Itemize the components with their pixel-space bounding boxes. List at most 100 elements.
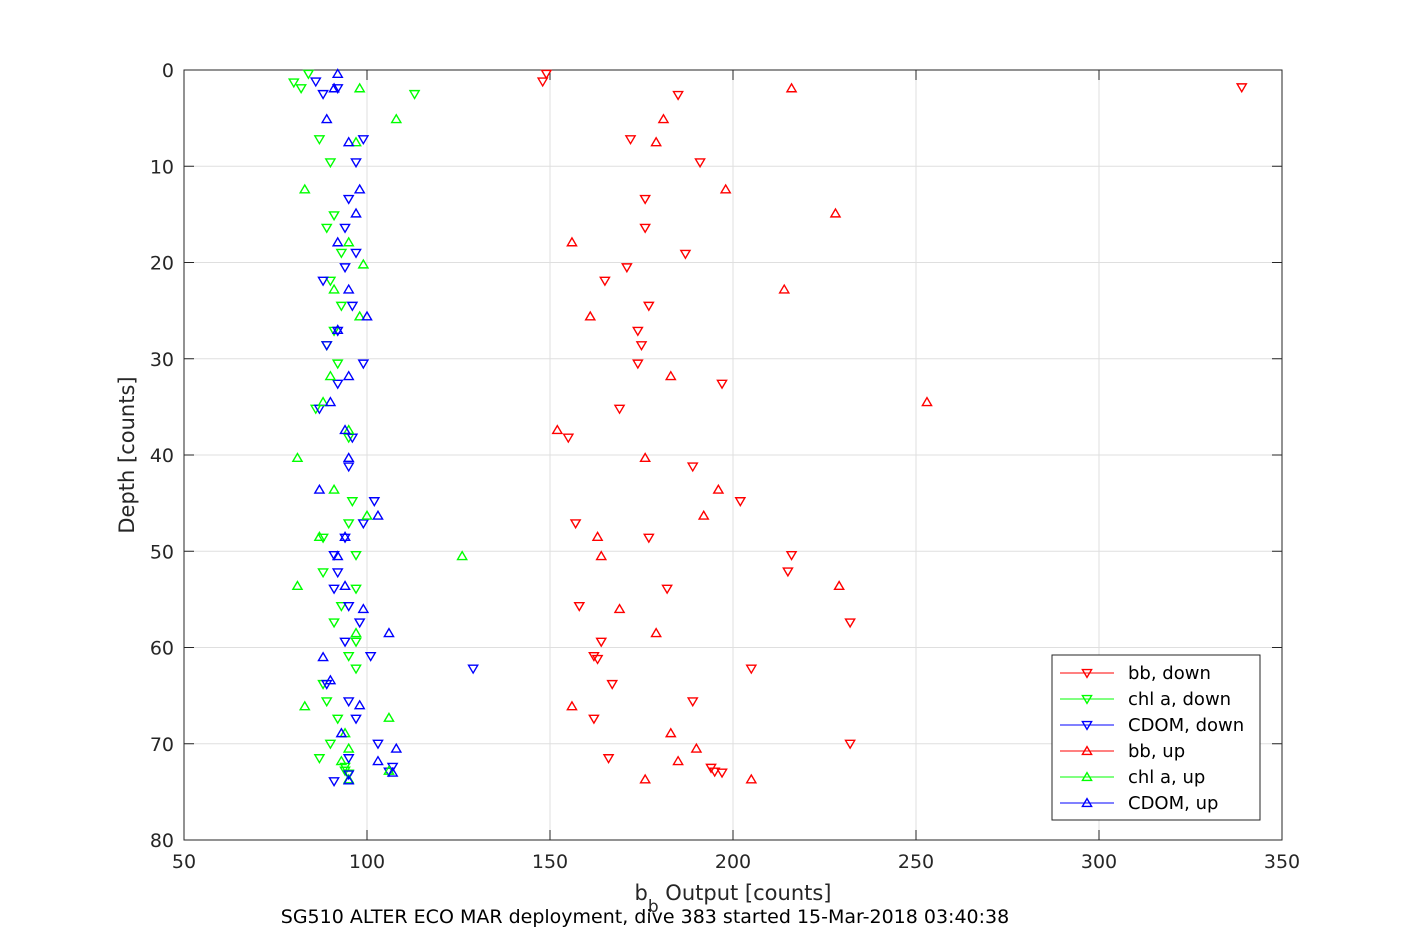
point-series-5 bbox=[342, 136, 355, 147]
point-series-2 bbox=[368, 497, 381, 507]
point-series-0 bbox=[1235, 83, 1248, 94]
point-series-0 bbox=[621, 263, 633, 274]
point-series-5 bbox=[335, 727, 348, 738]
point-series-2 bbox=[364, 652, 377, 662]
point-series-3 bbox=[778, 283, 791, 294]
point-series-3 bbox=[566, 236, 578, 247]
point-series-0 bbox=[686, 697, 699, 708]
point-series-5 bbox=[339, 424, 351, 435]
point-series-0 bbox=[540, 69, 553, 80]
legend-marker-1 bbox=[1081, 694, 1093, 705]
point-series-1 bbox=[350, 584, 362, 595]
point-series-0 bbox=[716, 379, 728, 390]
point-series-2 bbox=[342, 462, 355, 473]
point-series-1 bbox=[335, 601, 348, 612]
point-series-2 bbox=[346, 301, 359, 312]
point-series-4 bbox=[350, 627, 362, 638]
point-series-2 bbox=[342, 697, 355, 708]
legend-label-2: CDOM, down bbox=[1128, 715, 1244, 736]
point-series-4 bbox=[390, 113, 403, 124]
point-series-3 bbox=[591, 531, 604, 541]
point-series-5 bbox=[328, 82, 340, 93]
point-series-3 bbox=[672, 755, 684, 766]
legend-marker-3 bbox=[1081, 745, 1093, 756]
point-series-5 bbox=[342, 452, 355, 463]
point-series-2 bbox=[346, 433, 359, 444]
point-series-1 bbox=[350, 664, 362, 675]
point-series-4 bbox=[328, 483, 340, 494]
point-series-4 bbox=[456, 550, 468, 561]
point-series-0 bbox=[661, 584, 673, 595]
point-series-1 bbox=[295, 84, 307, 95]
x-axis-label-subscript: b bbox=[648, 897, 659, 917]
point-series-4 bbox=[291, 452, 304, 463]
point-series-2 bbox=[320, 679, 333, 690]
x-axis-label-rest: Output [counts] bbox=[659, 881, 832, 905]
point-series-4 bbox=[317, 396, 329, 407]
point-series-1 bbox=[350, 637, 362, 648]
x-tick-label: 200 bbox=[715, 851, 751, 873]
point-series-2 bbox=[317, 276, 329, 287]
y-tick-label: 30 bbox=[150, 349, 174, 371]
point-series-1 bbox=[328, 211, 340, 222]
point-series-4 bbox=[324, 370, 337, 381]
legend-marker-2 bbox=[1081, 720, 1093, 731]
point-series-3 bbox=[921, 396, 933, 407]
y-axis-label: Depth [counts] bbox=[115, 376, 139, 533]
point-series-5 bbox=[331, 236, 344, 247]
point-series-4 bbox=[353, 82, 366, 93]
point-series-3 bbox=[595, 550, 608, 561]
point-series-3 bbox=[613, 603, 626, 614]
point-series-5 bbox=[357, 603, 370, 614]
point-series-2 bbox=[309, 77, 322, 88]
point-series-4 bbox=[298, 700, 311, 711]
point-series-5 bbox=[342, 283, 355, 294]
point-series-5 bbox=[331, 68, 344, 79]
legend-label-4: chl a, up bbox=[1128, 767, 1205, 788]
point-series-0 bbox=[613, 404, 626, 415]
point-series-5 bbox=[353, 699, 366, 710]
point-series-2 bbox=[357, 519, 370, 530]
point-series-0 bbox=[679, 249, 692, 260]
point-series-5 bbox=[390, 742, 403, 753]
legend-label-3: bb, up bbox=[1128, 741, 1185, 762]
x-tick-label: 150 bbox=[532, 851, 568, 873]
point-series-4 bbox=[361, 509, 373, 520]
point-series-0 bbox=[595, 637, 608, 648]
point-series-0 bbox=[844, 739, 856, 750]
point-series-3 bbox=[584, 310, 597, 321]
y-tick-label: 40 bbox=[150, 445, 174, 467]
point-series-5 bbox=[361, 310, 373, 321]
point-series-4 bbox=[335, 755, 348, 766]
point-series-2 bbox=[339, 637, 351, 648]
point-series-3 bbox=[712, 483, 725, 494]
x-axis-label: bb Output [counts] bbox=[634, 881, 831, 917]
point-series-0 bbox=[624, 135, 637, 146]
y-tick-label: 0 bbox=[162, 60, 174, 82]
point-series-5 bbox=[386, 766, 399, 777]
point-series-3 bbox=[719, 183, 732, 194]
y-tick-label: 10 bbox=[150, 156, 174, 178]
point-series-5 bbox=[324, 396, 337, 407]
point-series-4 bbox=[328, 283, 340, 294]
x-tick-label: 300 bbox=[1081, 851, 1117, 873]
point-series-2 bbox=[357, 135, 370, 146]
point-series-0 bbox=[591, 654, 604, 665]
point-series-2 bbox=[350, 158, 362, 169]
point-series-2 bbox=[331, 84, 344, 95]
point-series-1 bbox=[317, 533, 329, 544]
point-series-0 bbox=[569, 519, 582, 530]
point-series-0 bbox=[686, 462, 699, 473]
point-series-1 bbox=[324, 276, 337, 287]
point-series-0 bbox=[599, 276, 611, 287]
point-series-0 bbox=[639, 223, 651, 234]
point-series-0 bbox=[745, 664, 758, 675]
point-series-0 bbox=[642, 533, 655, 544]
legend-label-1: chl a, down bbox=[1128, 689, 1231, 710]
point-series-0 bbox=[602, 754, 615, 764]
point-series-1 bbox=[331, 714, 344, 725]
point-series-3 bbox=[664, 370, 677, 381]
point-series-2 bbox=[339, 533, 351, 544]
x-axis-label-main: b bbox=[634, 881, 647, 905]
